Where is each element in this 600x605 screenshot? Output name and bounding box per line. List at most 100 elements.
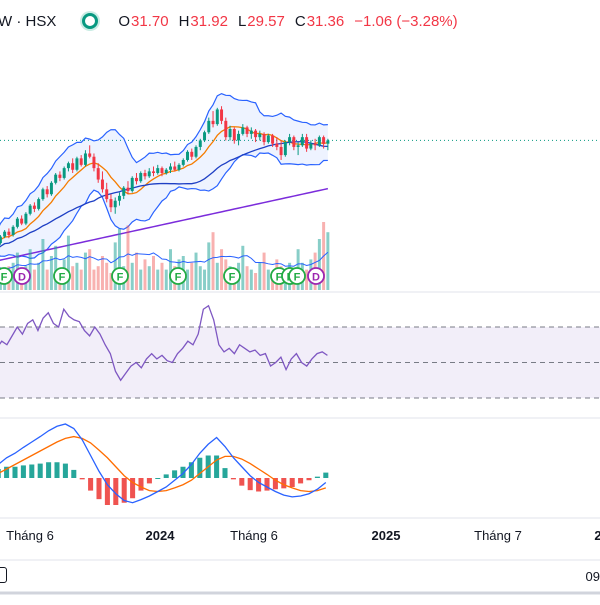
x-axis-tick-label: Tháng 6 [230, 528, 278, 543]
volume-bar [160, 262, 164, 290]
candle-body [207, 120, 211, 133]
macd-histogram-bar [96, 478, 102, 500]
x-axis-tick-label: Tháng 7 [474, 528, 522, 543]
macd-histogram-bar [214, 455, 220, 478]
x-axis-tick-label: 2024 [146, 528, 176, 543]
candle-body [88, 153, 92, 157]
candle-body [232, 129, 236, 141]
macd-histogram-bar [197, 457, 203, 478]
event-marker [13, 267, 31, 285]
macd-histogram-bar [113, 478, 119, 505]
macd-histogram-bar [88, 478, 94, 491]
volume-bar [100, 256, 104, 290]
candle-body [100, 179, 104, 190]
x-axis-tick-label: 2025 [372, 528, 401, 543]
candle-body [92, 156, 96, 169]
event-marker [0, 267, 13, 285]
volume-bar [113, 242, 117, 290]
event-letter: F [175, 272, 182, 284]
macd-histogram-bar [104, 478, 110, 505]
macd-histogram-bar [172, 470, 178, 478]
candle-body [296, 145, 300, 147]
event-letter: F [1, 272, 8, 284]
candle-body [113, 200, 117, 208]
volume-bar [32, 269, 36, 290]
open-value: 31.70 [131, 12, 169, 30]
candle-body [292, 137, 296, 147]
volume-bar [198, 266, 202, 290]
volume-bar [41, 239, 45, 290]
candle-body [24, 213, 28, 224]
macd-histogram-bar [155, 478, 161, 479]
candle-body [37, 199, 41, 209]
candle-body [237, 133, 241, 141]
candle-body [41, 189, 45, 200]
volume-bar [169, 249, 172, 290]
close-label: C [294, 12, 306, 30]
low-value: 29.57 [247, 12, 285, 30]
volume-bar [317, 239, 321, 290]
candle-body [326, 140, 330, 144]
event-letter: F [117, 272, 124, 284]
macd-histogram-bar [188, 462, 194, 478]
event-letter: F [294, 272, 301, 284]
candle-body [105, 189, 109, 200]
macd-histogram-bar [256, 478, 262, 492]
candle-body [62, 168, 66, 178]
volume-bar [130, 262, 134, 290]
volume-bar [28, 249, 32, 290]
symbol-label[interactable]: W · HSX [0, 12, 57, 30]
candle-body [203, 132, 207, 141]
x-axis-tick-label: 2 [594, 528, 600, 543]
candle-body [181, 159, 185, 165]
candle-body [126, 187, 130, 191]
volume-bar [134, 252, 138, 290]
macd-line [0, 423, 327, 504]
macd-histogram-bar [71, 469, 77, 478]
market-status-icon[interactable] [82, 13, 99, 29]
volume-bar [203, 269, 207, 290]
candle-body [245, 127, 249, 134]
volume-bar [164, 269, 168, 290]
candle-body [109, 199, 113, 208]
calendar-icon[interactable] [0, 567, 7, 583]
candle-body [139, 173, 143, 182]
candle-body [66, 163, 70, 169]
volume-bar [305, 269, 309, 290]
candle-body [134, 177, 138, 182]
event-marker [223, 267, 241, 285]
candle-body [305, 137, 309, 149]
candle-body [309, 143, 313, 149]
candle-body [58, 174, 62, 178]
macd-histogram-bar [239, 478, 245, 486]
volume-bar [54, 245, 58, 290]
candle-body [3, 231, 7, 237]
candle-body [288, 137, 292, 143]
volume-bar [96, 266, 100, 290]
macd-histogram-bar [230, 478, 236, 480]
volume-bar [88, 249, 92, 290]
bollinger-fill [0, 93, 328, 259]
candle-body [262, 133, 266, 143]
candle-body [190, 151, 194, 157]
candle-body [215, 109, 219, 125]
candle-body [11, 226, 15, 235]
bollinger-upper [0, 92, 328, 226]
candle-body [258, 133, 262, 138]
candle-body [49, 182, 53, 195]
time-readout: 09 [585, 569, 600, 584]
ohlc-legend: W · HSX O 31.70 H 31.92 L 29.57 C 31.36 … [0, 8, 600, 34]
volume-bar [152, 256, 155, 290]
macd-histogram-bar [20, 465, 26, 478]
event-marker [307, 267, 325, 285]
volume-bar [79, 269, 83, 290]
candle-body [211, 120, 215, 125]
volume-bar [249, 269, 253, 290]
macd-histogram-bar [46, 462, 52, 478]
volume-bar [49, 256, 53, 290]
candle-body [75, 158, 79, 170]
candle-body [130, 177, 134, 191]
candle-body [54, 174, 58, 183]
